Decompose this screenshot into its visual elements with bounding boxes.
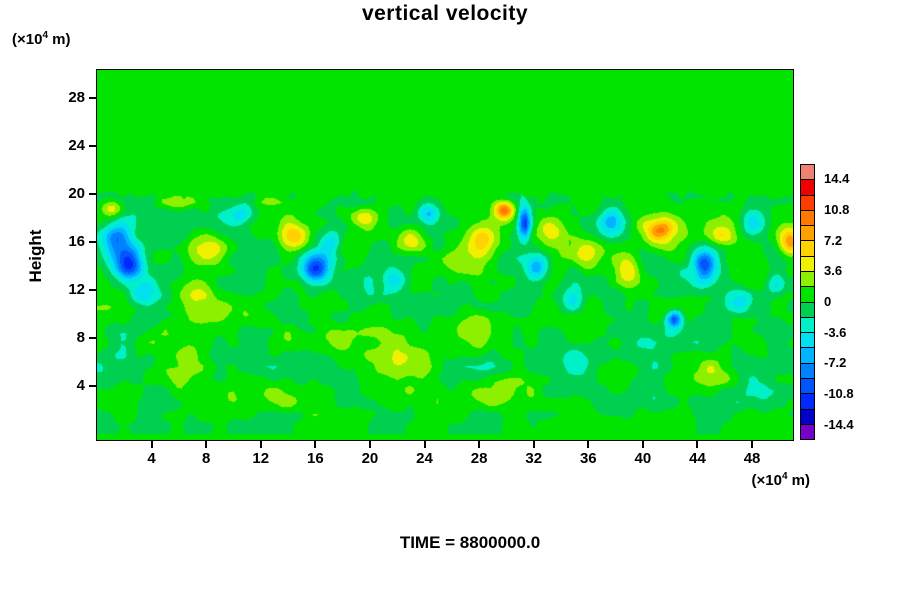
colorbar-band bbox=[801, 363, 814, 379]
x-axis-unit-label: (×104 m) bbox=[692, 471, 810, 489]
y-tick-label: 28 bbox=[68, 88, 85, 106]
y-tick-mark bbox=[89, 336, 96, 339]
x-tick-label: 20 bbox=[361, 450, 379, 467]
x-tick-mark bbox=[368, 441, 371, 448]
y-tick-mark bbox=[89, 288, 96, 291]
y-axis-title: Height bbox=[26, 229, 45, 283]
y-tick-mark bbox=[89, 96, 96, 99]
colorbar-band bbox=[801, 348, 814, 364]
colorbar-tick-label: 3.6 bbox=[824, 263, 843, 279]
x-tick-mark bbox=[587, 441, 590, 448]
colorbar-band bbox=[801, 256, 814, 272]
colorbar-band bbox=[801, 302, 814, 318]
colorbar-band bbox=[801, 287, 814, 303]
time-label: TIME = 8800000.0 bbox=[399, 533, 541, 552]
x-tick-mark bbox=[314, 441, 317, 448]
colorbar-band bbox=[801, 394, 814, 410]
colorbar-band bbox=[801, 424, 814, 440]
x-tick-mark bbox=[150, 441, 153, 448]
colorbar-tick-label: -7.2 bbox=[824, 355, 847, 371]
colorbar-tick-label: -10.8 bbox=[824, 386, 854, 401]
y-axis-unit-label: (×104 m) bbox=[12, 30, 71, 48]
x-tick-mark bbox=[478, 441, 481, 448]
y-tick-label: 20 bbox=[68, 184, 85, 202]
colorbar-band bbox=[801, 241, 814, 257]
x-tick-mark bbox=[259, 441, 262, 448]
x-tick-mark bbox=[696, 441, 699, 448]
y-unit-prefix: (×10 bbox=[12, 31, 43, 48]
colorbar bbox=[800, 164, 815, 440]
x-tick-mark bbox=[641, 441, 644, 448]
plot-area bbox=[96, 69, 794, 441]
y-tick-mark bbox=[89, 384, 96, 387]
x-tick-mark bbox=[205, 441, 208, 448]
y-tick-mark bbox=[89, 240, 96, 243]
colorbar-band bbox=[801, 180, 814, 196]
y-tick-mark bbox=[89, 192, 96, 195]
colorbar-band bbox=[801, 210, 814, 227]
heatmap-canvas bbox=[97, 70, 793, 440]
x-unit-exponent: 4 bbox=[781, 471, 788, 482]
y-tick-label: 16 bbox=[68, 232, 85, 250]
colorbar-band bbox=[801, 409, 814, 425]
y-tick-mark bbox=[89, 144, 96, 147]
colorbar-tick-label: 14.4 bbox=[824, 171, 850, 187]
colorbar-tick-label: 7.2 bbox=[824, 232, 843, 248]
x-tick-label: 48 bbox=[743, 450, 761, 467]
colorbar-tick-label: -3.6 bbox=[824, 324, 847, 340]
y-tick-label: 8 bbox=[76, 328, 85, 346]
colorbar-band bbox=[801, 378, 814, 395]
y-unit-exponent: 4 bbox=[42, 30, 49, 41]
x-tick-label: 4 bbox=[147, 450, 156, 467]
colorbar-tick-label: -14.4 bbox=[824, 416, 854, 432]
x-tick-label: 44 bbox=[689, 450, 706, 467]
x-tick-label: 36 bbox=[579, 450, 597, 467]
x-tick-label: 12 bbox=[252, 450, 270, 467]
x-tick-mark bbox=[532, 441, 535, 448]
y-unit-suffix: m) bbox=[48, 31, 71, 48]
x-unit-prefix: (×10 bbox=[751, 472, 782, 489]
y-tick-label: 24 bbox=[68, 136, 85, 154]
x-tick-label: 8 bbox=[202, 450, 211, 467]
x-tick-label: 40 bbox=[634, 450, 652, 467]
x-tick-label: 28 bbox=[470, 450, 488, 467]
x-tick-mark bbox=[423, 441, 426, 448]
colorbar-tick-label: 0 bbox=[824, 294, 832, 309]
colorbar-band bbox=[801, 271, 814, 288]
x-tick-label: 16 bbox=[307, 450, 324, 467]
x-unit-suffix: m) bbox=[787, 472, 810, 489]
x-tick-label: 24 bbox=[416, 450, 433, 467]
colorbar-tick-label: 10.8 bbox=[824, 202, 850, 217]
colorbar-band bbox=[801, 333, 814, 349]
y-tick-label: 12 bbox=[68, 280, 85, 298]
x-tick-mark bbox=[751, 441, 754, 448]
chart-title: vertical velocity bbox=[361, 2, 529, 25]
colorbar-band bbox=[801, 317, 814, 334]
colorbar-band bbox=[801, 165, 814, 181]
x-tick-label: 32 bbox=[525, 450, 543, 467]
colorbar-band bbox=[801, 195, 814, 211]
y-tick-label: 4 bbox=[76, 376, 85, 394]
colorbar-band bbox=[801, 226, 814, 242]
